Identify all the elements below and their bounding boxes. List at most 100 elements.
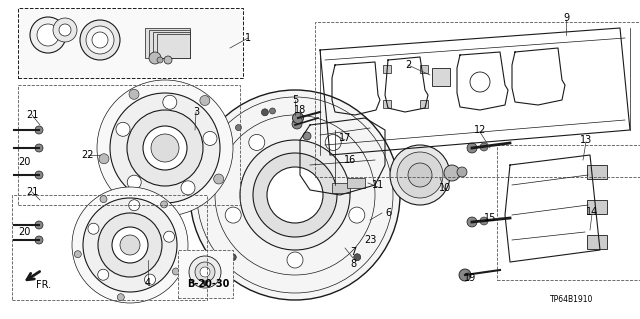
Text: TP64B1910: TP64B1910: [550, 295, 594, 305]
Circle shape: [59, 24, 71, 36]
Bar: [383, 65, 391, 73]
Bar: [587, 165, 607, 179]
Bar: [153, 32, 190, 58]
Circle shape: [214, 174, 224, 184]
Circle shape: [80, 20, 120, 60]
Text: 21: 21: [26, 187, 38, 197]
Text: FR.: FR.: [36, 280, 52, 290]
Circle shape: [390, 145, 450, 205]
Text: 13: 13: [580, 135, 592, 145]
Circle shape: [225, 207, 241, 223]
Circle shape: [163, 95, 177, 109]
Text: 23: 23: [364, 235, 376, 245]
Circle shape: [127, 175, 141, 189]
Circle shape: [83, 198, 177, 292]
Circle shape: [303, 132, 311, 140]
Text: 14: 14: [586, 207, 598, 217]
Circle shape: [444, 165, 460, 181]
Text: B-20-30: B-20-30: [187, 279, 229, 289]
Circle shape: [181, 181, 195, 195]
Bar: [587, 200, 607, 214]
Circle shape: [98, 213, 162, 277]
Circle shape: [127, 110, 203, 186]
Circle shape: [53, 18, 77, 42]
Circle shape: [354, 254, 361, 261]
Circle shape: [249, 134, 265, 151]
Circle shape: [480, 217, 488, 225]
Circle shape: [145, 274, 156, 285]
Bar: [497, 145, 640, 280]
Bar: [315, 22, 640, 177]
Circle shape: [253, 153, 337, 237]
Text: 9: 9: [563, 13, 569, 23]
Circle shape: [35, 171, 43, 179]
Text: 2: 2: [405, 60, 411, 70]
Bar: [432, 68, 450, 86]
Circle shape: [97, 80, 233, 216]
Circle shape: [149, 52, 161, 64]
Circle shape: [100, 196, 107, 203]
Circle shape: [408, 163, 432, 187]
Circle shape: [467, 143, 477, 153]
Bar: [18, 85, 240, 205]
Bar: [157, 34, 190, 58]
Circle shape: [240, 140, 350, 250]
Circle shape: [161, 201, 168, 208]
Text: 8: 8: [350, 259, 356, 269]
Circle shape: [229, 254, 236, 261]
Circle shape: [349, 207, 365, 223]
Circle shape: [267, 167, 323, 223]
Circle shape: [470, 72, 490, 92]
Circle shape: [35, 144, 43, 152]
Circle shape: [164, 56, 172, 64]
Circle shape: [129, 89, 139, 99]
Circle shape: [457, 167, 467, 177]
Circle shape: [200, 95, 210, 106]
Bar: [145, 28, 190, 58]
Circle shape: [74, 251, 81, 258]
Circle shape: [99, 154, 109, 164]
Circle shape: [189, 256, 221, 288]
Circle shape: [190, 90, 400, 300]
Circle shape: [151, 134, 179, 162]
Circle shape: [117, 294, 124, 301]
Bar: [12, 195, 207, 300]
Circle shape: [72, 187, 188, 303]
Circle shape: [110, 93, 220, 203]
Text: 19: 19: [464, 273, 476, 283]
Circle shape: [269, 108, 275, 114]
Bar: [347, 178, 365, 188]
Circle shape: [35, 236, 43, 244]
Text: 21: 21: [26, 110, 38, 120]
Text: 18: 18: [294, 105, 306, 115]
Text: 16: 16: [344, 155, 356, 165]
Circle shape: [143, 126, 187, 170]
Text: 6: 6: [385, 208, 391, 218]
Circle shape: [480, 143, 488, 151]
Text: 22: 22: [82, 150, 94, 160]
Circle shape: [467, 217, 477, 227]
Circle shape: [116, 122, 130, 136]
Circle shape: [120, 235, 140, 255]
Circle shape: [112, 227, 148, 263]
Circle shape: [200, 267, 210, 277]
Circle shape: [164, 231, 175, 242]
Bar: [178, 250, 233, 298]
Circle shape: [211, 154, 216, 160]
Circle shape: [92, 32, 108, 48]
Text: 5: 5: [292, 95, 298, 105]
Text: 20: 20: [18, 157, 30, 167]
Circle shape: [35, 126, 43, 134]
Circle shape: [37, 24, 59, 46]
Circle shape: [261, 109, 268, 116]
Circle shape: [35, 221, 43, 229]
Circle shape: [459, 269, 471, 281]
Circle shape: [157, 57, 163, 63]
Text: 12: 12: [474, 125, 486, 135]
Bar: [383, 100, 391, 108]
Bar: [420, 65, 428, 73]
Text: 3: 3: [193, 107, 199, 117]
Text: 11: 11: [372, 180, 384, 190]
Circle shape: [86, 26, 114, 54]
Circle shape: [325, 134, 341, 151]
